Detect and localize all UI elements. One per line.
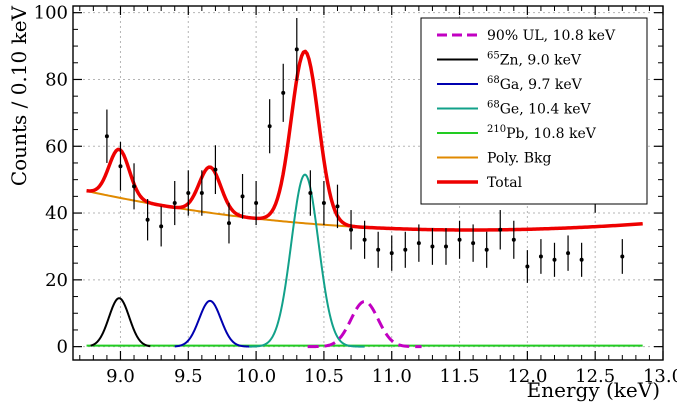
legend-entry-label: 68Ge, 10.4 keV [487,100,591,118]
legend-entry-label: 68Ga, 9.7 keV [487,75,583,93]
data-point [620,254,625,259]
y-tick-label: 40 [45,203,68,224]
data-point [471,241,476,246]
data-point [511,237,516,242]
x-axis-title: Energy (keV) [527,378,660,402]
plot-frame [72,5,664,361]
data-points [104,18,625,283]
data-point [525,264,530,269]
data-point [403,247,408,252]
x-tick-label: 9.0 [106,366,135,387]
legend-entry-label: Total [487,175,523,191]
legend-entry-label: Poly. Bkg [487,151,551,167]
data-point [321,201,326,206]
data-point [498,227,503,232]
data-point [186,191,191,196]
data-point [281,90,286,95]
data-point [172,201,177,206]
y-tick-label: 100 [34,3,68,24]
data-point [457,237,462,242]
data-point [132,184,137,189]
data-point [254,201,259,206]
data-point [145,217,150,222]
data-point [538,254,543,259]
y-tick-label: 20 [45,270,68,291]
x-tick-label: 10.0 [236,366,276,387]
legend-entry-label: 210Pb, 10.8 keV [487,124,597,142]
x-tick-label: 13.0 [643,366,677,387]
y-tick-label: 80 [45,69,68,90]
data-point [104,134,109,139]
data-point [349,227,354,232]
data-point [484,247,489,252]
x-axis: 9.0 9.5 10.0 10.5 11.0 11.5 12.0 12.5 13.0 [79,6,677,387]
x-tick-label: 11.5 [440,366,480,387]
x-tick-label: 12.5 [575,366,615,387]
data-point [294,47,299,52]
legend-entry-label: 90% UL, 10.8 keV [487,28,616,44]
legend-entry-label: 65Zn, 9.0 keV [487,51,582,69]
data-point [566,251,571,256]
data-point [389,251,394,256]
series-gaussian-line [248,173,366,348]
legend: 90% UL, 10.8 keV 65Zn, 9.0 keV 68Ga, 9.7 k… [420,17,648,205]
data-point [376,247,381,252]
series-gaussian-line [306,300,423,349]
data-point [118,164,123,169]
x-tick-label: 12.0 [507,366,547,387]
data-point [226,221,231,226]
legend-box [420,17,648,205]
data-point [552,257,557,262]
x-tick-label: 11.0 [372,366,412,387]
series-gaussian-line [89,297,152,348]
x-tick-label: 10.5 [304,366,344,387]
series-gaussian-line [173,299,251,348]
data-point [267,124,272,129]
data-point [430,244,435,249]
data-point [416,241,421,246]
data-point [362,237,367,242]
x-tick-label: 9.5 [174,366,203,387]
y-tick-label: 60 [45,136,68,157]
data-point [213,167,218,172]
data-point [579,257,584,262]
y-axis: 0 20 40 60 80 100 [34,3,663,358]
data-point [443,244,448,249]
data-point [240,194,245,199]
data-point [308,191,313,196]
y-axis-title: Counts / 0.10 keV [7,5,31,186]
data-point [199,191,204,196]
data-point [335,204,340,209]
data-point [159,224,164,229]
y-tick-label: 0 [57,337,68,358]
